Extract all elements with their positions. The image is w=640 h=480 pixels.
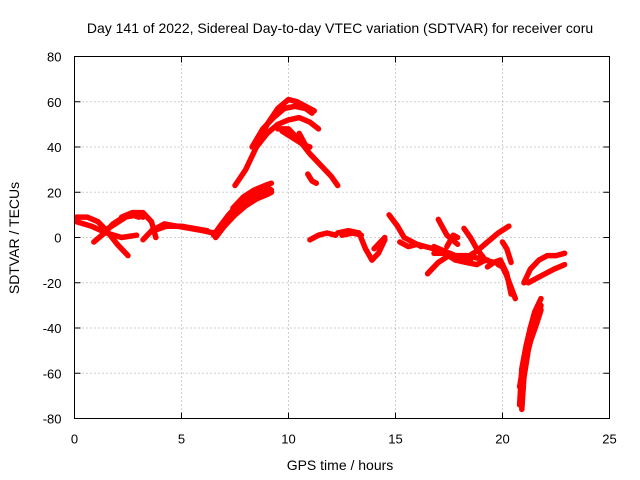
y-tick-label: 40 (47, 140, 61, 155)
series-track-14 (253, 114, 322, 150)
series-track-17 (296, 130, 311, 153)
series-track-33 (495, 261, 519, 302)
y-tick-label: -40 (43, 321, 62, 336)
series-track-39 (525, 261, 568, 286)
series-track-28 (435, 216, 461, 248)
series-track-38 (521, 250, 568, 286)
series-track-21 (339, 230, 365, 238)
series-track-18 (305, 171, 320, 186)
x-tick-label: 0 (71, 432, 78, 447)
chart-title: Day 141 of 2022, Sidereal Day-to-day VTE… (87, 20, 593, 36)
series-track-20 (334, 227, 388, 263)
x-tick-label: 25 (602, 432, 616, 447)
x-axis-label: GPS time / hours (287, 457, 394, 473)
series-track-10 (221, 184, 275, 229)
series-track-37 (516, 307, 544, 390)
series-track-19 (307, 230, 339, 243)
x-tick-label: 20 (495, 432, 509, 447)
y-tick-label: -80 (43, 412, 62, 427)
x-tick-label: 10 (281, 432, 295, 447)
y-axis-label: SDTVAR / TECUs (6, 182, 22, 294)
y-tick-label: -60 (43, 366, 62, 381)
series-track-27 (431, 250, 489, 268)
series-track-11 (230, 180, 275, 211)
series-track-22 (371, 234, 388, 252)
series-track-29 (444, 232, 461, 250)
x-tick-label: 15 (388, 432, 402, 447)
series-track-07 (150, 223, 210, 234)
y-tick-label: 80 (47, 50, 61, 65)
series-track-34 (499, 239, 514, 266)
axis-ticks: 0 5 10 15 20 25 -80 -60 -40 -20 0 20 40 60 80 (43, 50, 617, 447)
series-track-12 (232, 96, 317, 189)
x-tick-label: 5 (178, 432, 185, 447)
y-tick-label: 20 (47, 185, 61, 200)
series-track-31 (463, 223, 512, 261)
y-tick-label: -20 (43, 276, 62, 291)
series-track-24 (397, 239, 437, 252)
y-tick-label: 0 (54, 231, 61, 246)
series-track-13 (249, 103, 315, 150)
data-series (73, 96, 568, 413)
series-track-15 (275, 126, 341, 189)
y-tick-label: 60 (47, 95, 61, 110)
series-track-01 (73, 214, 131, 259)
gridlines (74, 56, 610, 419)
